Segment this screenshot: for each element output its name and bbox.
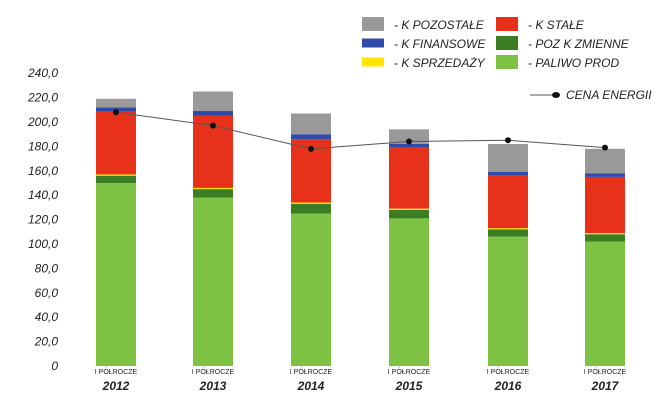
category-label-top: I PÓŁROCZE [487,367,530,376]
bars [96,91,625,366]
legend-label: - K FINANSOWE [394,37,486,51]
price-point [602,144,608,151]
bar-segment [585,176,625,234]
bar-segment [389,143,429,148]
category-label-top: I PÓŁROCZE [290,367,333,376]
legend-label: - PALIWO PROD [528,56,619,70]
price-line [113,109,608,152]
bar-segment [585,148,625,174]
bar-segment [96,174,136,176]
bar-segment [291,202,331,204]
bar-segment [96,183,136,366]
bar-segment [291,213,331,366]
price-point [406,138,412,145]
bar-segment [96,107,136,112]
bar-segment [193,189,233,198]
category-label-year: 2014 [297,379,325,393]
category-label-year: 2016 [494,379,522,393]
category-label-top: I PÓŁROCZE [95,367,138,376]
bar-segment [488,228,528,230]
bar-segment [193,197,233,366]
legend-swatch [496,36,518,50]
bar-segment [585,241,625,366]
category-label-year: 2013 [199,379,227,393]
bar-segment [488,229,528,237]
price-point [308,145,314,152]
bar-segment [291,113,331,135]
price-point [505,137,511,144]
y-tick-label: 100,0 [28,237,58,251]
bar-segment [193,91,233,112]
y-tick-label: 80,0 [35,261,59,275]
y-tick-label: 120,0 [28,213,58,227]
legend-swatch [362,17,384,31]
bar-segment [488,172,528,176]
legend-swatch [496,17,518,31]
category-label-top: I PÓŁROCZE [584,367,627,376]
price-point [113,109,119,116]
bar-segment [291,134,331,140]
bar-segment [585,234,625,242]
y-tick-label: 140,0 [28,188,58,202]
category-label-top: I PÓŁROCZE [388,367,431,376]
bar-segment [96,175,136,183]
bar-segment [488,175,528,229]
legend-swatch [496,55,518,69]
category-label-year: 2012 [102,379,130,393]
y-tick-label: 160,0 [28,164,58,178]
x-axis-categories: I PÓŁROCZE 2012 I PÓŁROCZE 2013 I PÓŁROCZE 20… [95,367,627,393]
category-label-year: 2017 [591,379,620,393]
y-axis-ticks: 0 20,0 40,0 60,0 80,0 100,0 120,0 140,0 160,0 180… [27,66,58,373]
bar-segment [389,218,429,366]
bar-segment [488,143,528,173]
y-tick-label: 0 [51,359,58,373]
bar-segment [585,233,625,235]
y-tick-label: 220,0 [27,91,58,105]
legend-swatch [362,57,384,67]
legend-label: - K STAŁE [528,18,585,32]
bar-segment [585,173,625,177]
bar-segment [96,98,136,108]
bar-segment [488,236,528,366]
price-line-path [115,111,606,150]
legend-label: CENA ENERGII [566,88,652,102]
bar-segment [389,147,429,209]
y-tick-label: 60,0 [35,286,59,300]
bar-segment [96,111,136,175]
y-tick-label: 20,0 [34,335,59,349]
y-tick-label: 180,0 [28,139,58,153]
y-tick-label: 200,0 [27,115,58,129]
legend: - K POZOSTAŁE - K STAŁE - K FINANSOWE - POZ… [362,17,652,102]
bar-segment [389,129,429,144]
y-tick-label: 240,0 [27,66,58,80]
y-tick-label: 40,0 [35,310,59,324]
bar-segment [193,111,233,116]
legend-label: - K SPRZEDAŻY [394,56,486,70]
category-label-year: 2015 [395,379,423,393]
bar-segment [389,208,429,210]
bar-segment [291,203,331,214]
bar-segment [389,209,429,219]
category-label-top: I PÓŁROCZE [192,367,235,376]
legend-label: - POZ K ZMIENNE [528,37,630,51]
legend-label: - K POZOSTAŁE [394,18,485,32]
legend-swatch [362,38,384,48]
legend-line-marker [552,92,560,98]
bar-segment [193,187,233,190]
price-point [210,122,216,129]
